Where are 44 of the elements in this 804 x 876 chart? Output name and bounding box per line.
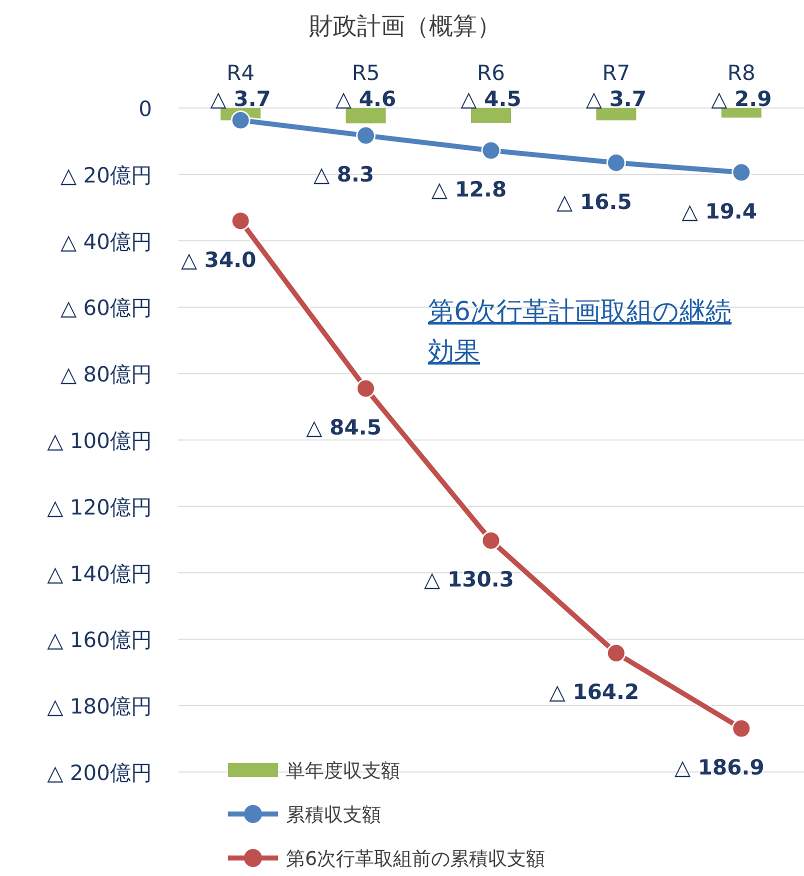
y-tick-label: △ 200億円 (47, 761, 152, 785)
data-label: △ 3.7 (586, 87, 647, 111)
point (356, 126, 376, 146)
point (356, 378, 376, 398)
y-tick-label: △ 180億円 (47, 694, 152, 719)
point (481, 530, 501, 550)
legend-label: 第6次行革取組前の累積収支額 (286, 848, 546, 870)
y-tick-label: 0 (138, 97, 152, 121)
y-tick-label: △ 160億円 (47, 628, 152, 652)
legend-label: 累積収支額 (286, 804, 381, 826)
point (230, 110, 250, 130)
data-label: △ 8.3 (313, 162, 374, 187)
point (230, 211, 250, 231)
y-tick-label: △ 40億円 (60, 230, 152, 254)
data-label: △ 34.0 (180, 248, 256, 272)
data-label: △ 164.2 (549, 680, 640, 704)
y-tick-label: △ 20億円 (60, 163, 152, 188)
data-label: △ 2.9 (711, 87, 772, 111)
x-tick-label: R5 (352, 61, 380, 85)
data-label: △ 4.6 (335, 87, 396, 111)
x-tick-label: R7 (602, 61, 630, 85)
point (732, 162, 752, 182)
point (732, 718, 752, 738)
y-tick-label: △ 140億円 (47, 562, 152, 586)
y-tick-label: △ 80億円 (60, 362, 152, 387)
data-label: △ 84.5 (306, 416, 382, 440)
data-label: △ 16.5 (556, 190, 632, 214)
data-label: △ 3.7 (210, 87, 271, 111)
x-tick-label: R4 (226, 61, 255, 85)
point (481, 140, 501, 160)
x-tick-label: R8 (727, 61, 756, 85)
x-tick-label: R6 (477, 61, 505, 85)
data-label: △ 12.8 (431, 177, 507, 202)
legend-label: 単年度収支額 (286, 760, 400, 782)
data-label: △ 186.9 (674, 756, 764, 780)
y-tick-label: △ 120億円 (47, 495, 152, 520)
point (606, 643, 626, 663)
y-tick-label: △ 100億円 (47, 429, 152, 453)
y-tick-label: △ 60億円 (60, 296, 152, 320)
chart-title: 財政計画（概算） (309, 12, 501, 40)
data-label: △ 130.3 (424, 568, 514, 592)
data-label: △ 4.5 (460, 87, 522, 111)
data-label: △ 19.4 (682, 199, 758, 224)
point (606, 153, 626, 173)
